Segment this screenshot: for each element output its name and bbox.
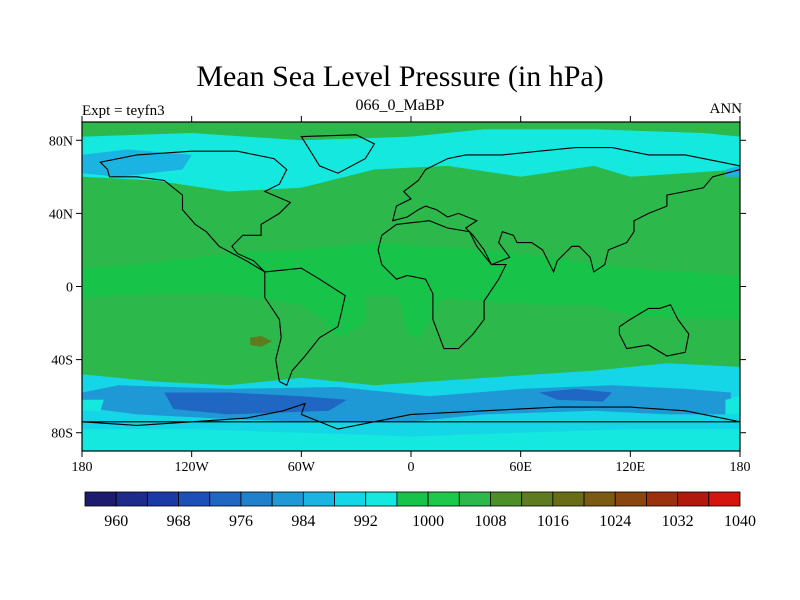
colorbar-swatch xyxy=(677,491,710,507)
region-antarctic-margin xyxy=(82,399,104,411)
colorbar-swatch xyxy=(146,491,179,507)
x-tick-label: 180 xyxy=(72,460,93,475)
colorbar-label: 1000 xyxy=(412,513,444,530)
experiment-label: Expt = teyfn3 xyxy=(82,103,165,119)
y-tick-label: 0 xyxy=(66,281,73,296)
colorbar-swatch xyxy=(521,491,554,507)
colorbar-swatch xyxy=(396,491,429,507)
coastline-north-america xyxy=(99,150,292,273)
region-tropical-trough xyxy=(301,275,366,338)
y-tick-label: 40N xyxy=(49,207,73,222)
x-tick-label: 120W xyxy=(175,460,210,475)
colorbar-swatch xyxy=(84,491,117,507)
colorbar-swatch xyxy=(178,491,211,507)
colorbar-label: 984 xyxy=(291,513,315,530)
y-tick-label: 80N xyxy=(49,134,73,149)
colorbar-swatch xyxy=(302,491,335,507)
colorbar-label: 1040 xyxy=(724,513,756,530)
coastline-africa xyxy=(377,220,507,350)
chart-title: Mean Sea Level Pressure (in hPa) xyxy=(196,60,604,93)
colorbar-label: 1024 xyxy=(599,513,631,530)
colorbar-label: 1008 xyxy=(474,513,506,530)
y-tick-label: 80S xyxy=(51,427,73,442)
x-tick-label: 180 xyxy=(730,460,751,475)
coastline-australia xyxy=(618,304,690,357)
colorbar-swatch xyxy=(708,491,741,507)
colorbar-label: 1032 xyxy=(662,513,694,530)
region-antarctic-margin xyxy=(725,396,740,415)
colorbar-swatch xyxy=(115,491,148,507)
region-circumpolar-trough-core xyxy=(164,392,347,415)
colorbar-label: 960 xyxy=(104,513,128,530)
x-tick-label: 60W xyxy=(288,460,316,475)
colorbar-swatch xyxy=(490,491,523,507)
x-tick-label: 120E xyxy=(616,460,646,475)
region-tropical-trough xyxy=(396,249,457,338)
colorbar-swatch xyxy=(209,491,242,507)
colorbar-swatch xyxy=(271,491,304,507)
colorbar-swatch xyxy=(427,491,460,507)
region-circumpolar-trough-core xyxy=(538,388,613,402)
colorbar-label: 968 xyxy=(167,513,191,530)
colorbar-swatch xyxy=(614,491,647,507)
colorbar-swatch xyxy=(646,491,679,507)
region-subtropical-high-core-south xyxy=(250,335,273,347)
region-mid-latitude-ridge-north xyxy=(593,180,722,225)
region-low-pressure-belt-north xyxy=(82,129,740,192)
coastline-antarctica xyxy=(82,402,740,430)
region-antarctic-margin xyxy=(82,429,740,451)
season-label: ANN xyxy=(709,101,743,117)
x-tick-label: 60E xyxy=(509,460,532,475)
colorbar-label: 1016 xyxy=(537,513,569,530)
x-tick-label: 0 xyxy=(408,460,415,475)
colorbar-swatch xyxy=(458,491,491,507)
coastline-south-america xyxy=(264,267,346,386)
colorbar-swatch xyxy=(552,491,585,507)
colorbar-swatch xyxy=(240,491,273,507)
colorbar-swatch xyxy=(365,491,398,507)
y-tick-label: 40S xyxy=(51,354,73,369)
region-subpolar-low-north xyxy=(82,149,192,177)
chart-subtitle: 066_0_MaBP xyxy=(355,97,445,114)
colorbar-label: 976 xyxy=(229,513,253,530)
colorbar-label: 992 xyxy=(354,513,378,530)
colorbar-swatch xyxy=(334,491,367,507)
colorbar-swatch xyxy=(583,491,616,507)
coastline-greenland xyxy=(300,134,376,174)
